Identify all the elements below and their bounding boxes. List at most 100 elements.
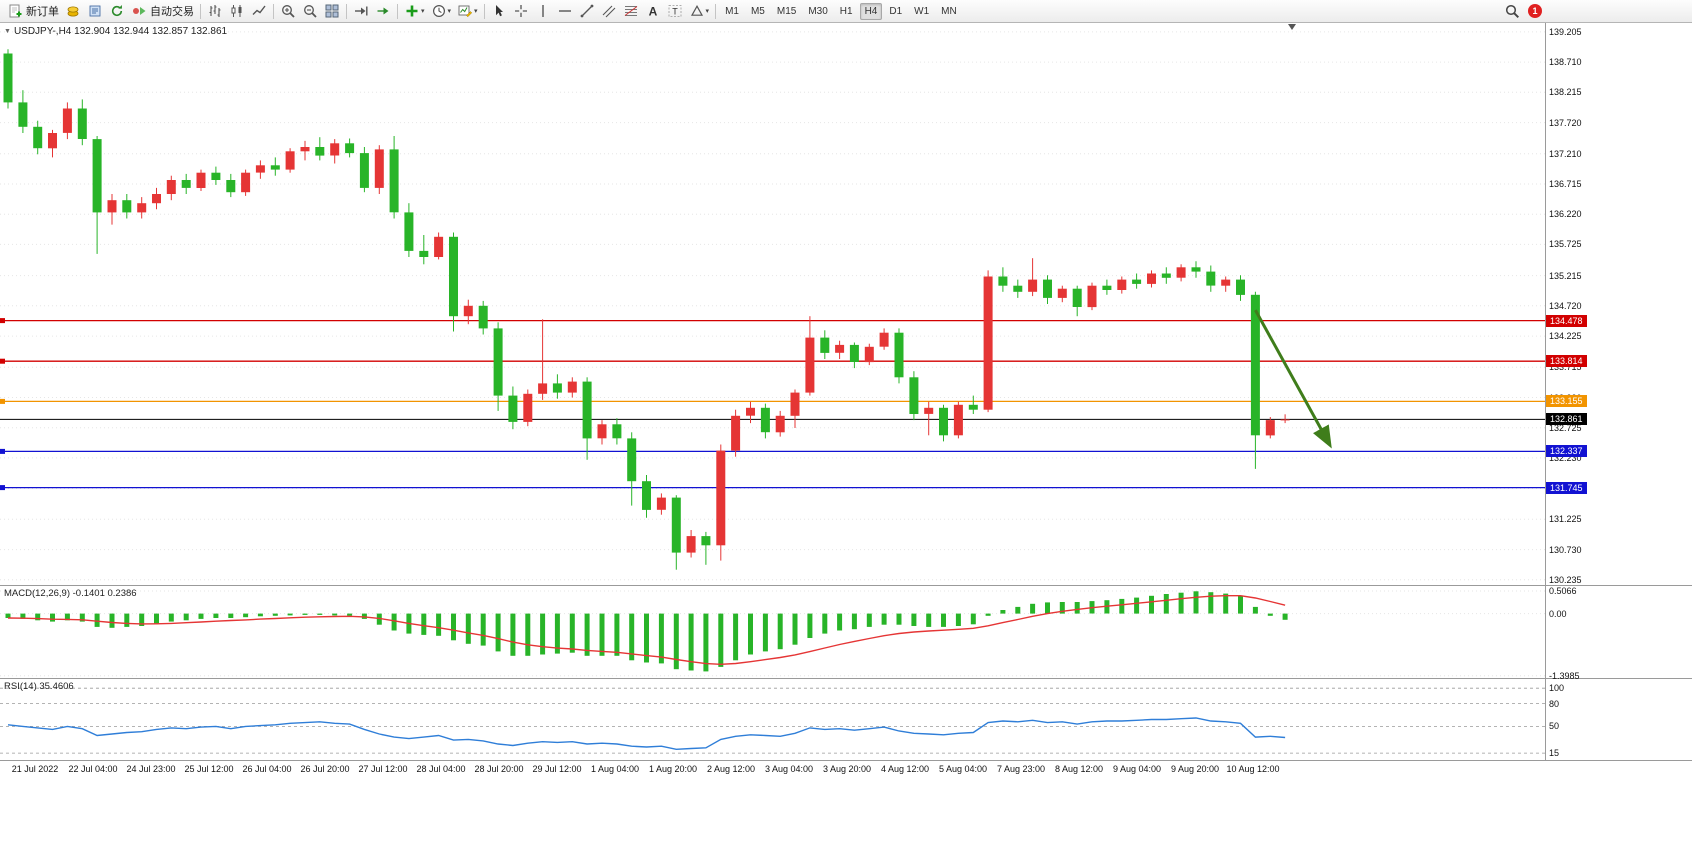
time-axis-label: 10 Aug 12:00 [1226, 764, 1280, 774]
doc-plus-icon [9, 4, 22, 18]
vertical-line-button[interactable] [533, 2, 553, 20]
zoom-in-button[interactable] [278, 2, 298, 20]
time-axis-label: 21 Jul 2022 [11, 764, 59, 774]
timeframe-m1-button[interactable]: M1 [725, 5, 739, 17]
rsi-axis[interactable]: 100 80 50 15 [1545, 679, 1692, 760]
time-axis-label: 1 Aug 20:00 [648, 764, 698, 774]
market-watch-button[interactable] [63, 2, 83, 20]
time-axis-label: 3 Aug 04:00 [764, 764, 814, 774]
vline-icon [541, 5, 544, 17]
text-button[interactable]: A [643, 2, 663, 20]
macd-axis[interactable]: 0.5066 0.00 -1.3985 [1545, 586, 1692, 681]
trendline-button[interactable] [577, 2, 597, 20]
tile-windows-button[interactable] [322, 2, 342, 20]
time-axis-label: 22 Jul 04:00 [68, 764, 118, 774]
horizontal-line-133.814[interactable] [0, 358, 1545, 364]
time-axis-label: 9 Aug 20:00 [1170, 764, 1220, 774]
horizontal-line-133.155[interactable] [0, 398, 1545, 404]
algo-trading-button[interactable]: 自动交易 [129, 2, 196, 20]
time-axis-label: 5 Aug 04:00 [938, 764, 988, 774]
bars-icon [209, 5, 221, 17]
timeframe-m15-button[interactable]: M15 [776, 5, 797, 17]
candlestick-chart[interactable] [0, 23, 1545, 585]
rsi-axis-label: 50 [1549, 721, 1560, 732]
time-axis-label: 24 Jul 23:00 [126, 764, 176, 774]
time-axis-label: 26 Jul 20:00 [300, 764, 350, 774]
time-axis[interactable]: 21 Jul 2022 22 Jul 04:00 24 Jul 23:00 25 Ju… [0, 760, 1692, 778]
chart-shift-marker[interactable] [1288, 24, 1296, 30]
indicators-button[interactable]: ▾ [402, 2, 427, 20]
horizontal-line-132.337[interactable] [0, 448, 1545, 454]
data-window-button[interactable] [85, 2, 105, 20]
panel-separator[interactable] [0, 585, 1692, 586]
linechart-icon [252, 5, 266, 15]
periods-button[interactable]: ▾ [429, 2, 454, 20]
timeframe-m30-button[interactable]: M30 [808, 5, 828, 17]
refresh-button[interactable] [107, 2, 127, 20]
notifications-badge[interactable]: 1 [1528, 4, 1542, 18]
current-price-badge: 132.861 [1546, 413, 1587, 426]
price-axis-label: 134.720 [1549, 300, 1582, 311]
price-axis-label: 130.730 [1549, 544, 1582, 555]
search-icon [1505, 4, 1520, 19]
horizontal-line-button[interactable] [555, 2, 575, 20]
rsi-axis-label: 80 [1549, 698, 1560, 709]
trend-arrow-object[interactable] [1254, 309, 1332, 449]
time-axis-label: 26 Jul 04:00 [242, 764, 292, 774]
indicator-plus-icon [406, 5, 418, 17]
cursor-button[interactable] [489, 2, 509, 20]
timeframe-h1-button[interactable]: H1 [839, 5, 853, 17]
dropdown-caret-icon[interactable]: ▾ [447, 8, 452, 15]
new-order-button[interactable]: 新订单 [5, 2, 61, 20]
price-axis-label: 131.225 [1549, 514, 1582, 525]
price-axis-label: 130.235 [1549, 574, 1582, 585]
macd-signal-line [7, 595, 1286, 666]
text-label-button[interactable]: T [665, 2, 685, 20]
chart-menu-arrow-icon[interactable]: ▼ [4, 28, 11, 35]
auto-scroll-button[interactable] [373, 2, 393, 20]
timeframe-d1-button[interactable]: D1 [889, 5, 903, 17]
chart-title: USDJPY-,H4 132.904 132.944 132.857 132.8… [13, 26, 228, 37]
price-axis-label: 136.220 [1549, 209, 1582, 220]
candle-chart-button[interactable] [227, 2, 247, 20]
doc-blue-icon [89, 5, 101, 17]
dropdown-caret-icon[interactable]: ▾ [421, 8, 425, 15]
line-chart-button[interactable] [249, 2, 269, 20]
shapes-button[interactable]: ▾ [687, 2, 712, 20]
price-axis-label: 136.715 [1549, 179, 1582, 189]
time-axis-label: 4 Aug 12:00 [880, 764, 930, 774]
horizontal-line-131.745[interactable] [0, 485, 1545, 491]
chart-window: ▼ USDJPY-,H4 132.904 132.944 132.857 132.… [0, 23, 1692, 778]
zoom-out-button[interactable] [300, 2, 320, 20]
price-axis[interactable]: 139.205 138.710 138.215 137.720 137.210 136.7… [1545, 23, 1692, 585]
price-axis-label: 134.225 [1549, 331, 1582, 342]
macd-axis-label: -1.3985 [1549, 670, 1580, 681]
equidistant-channel-button[interactable] [599, 2, 619, 20]
clock-icon [432, 4, 445, 18]
dropdown-caret-icon[interactable]: ▾ [705, 8, 710, 15]
time-axis-label: 2 Aug 12:00 [706, 764, 756, 774]
timeframe-m5-button[interactable]: M5 [750, 5, 765, 17]
toolbar: 新订单 自动交易 ▾ ▾ ▾ A T ▾ M1 M5 M15 M30 H1 H4 D1 W1 MN 1 [0, 0, 1692, 23]
templates-button[interactable]: ▾ [455, 2, 480, 20]
rsi-line [7, 717, 1286, 751]
fibonacci-button[interactable] [621, 2, 641, 20]
scroll-to-end-button[interactable] [351, 2, 371, 20]
macd-axis-label: 0.5066 [1549, 586, 1577, 596]
dropdown-caret-icon[interactable]: ▾ [474, 8, 478, 15]
bar-chart-button[interactable] [205, 2, 225, 20]
timeframe-w1-button[interactable]: W1 [914, 5, 930, 17]
panel-separator[interactable] [0, 678, 1692, 679]
timeframe-h4-button[interactable]: H4 [859, 2, 883, 20]
price-axis-label: 138.710 [1549, 57, 1582, 68]
time-axis-label: 3 Aug 20:00 [822, 764, 872, 774]
search-button[interactable] [1502, 2, 1522, 20]
main-chart-panel[interactable]: ▼ USDJPY-,H4 132.904 132.944 132.857 132.… [0, 23, 1545, 585]
timeframe-mn-button[interactable]: MN [941, 5, 957, 17]
price-axis-label: 139.205 [1549, 26, 1582, 37]
time-axis-label: 7 Aug 23:00 [996, 764, 1046, 774]
crosshair-button[interactable] [511, 2, 531, 20]
horizontal-line-134.478[interactable] [0, 318, 1545, 324]
macd-panel[interactable]: MACD(12,26,9) -0.1401 0.2386 [0, 586, 1545, 678]
rsi-panel[interactable]: RSI(14) 35.4606 [0, 679, 1545, 760]
